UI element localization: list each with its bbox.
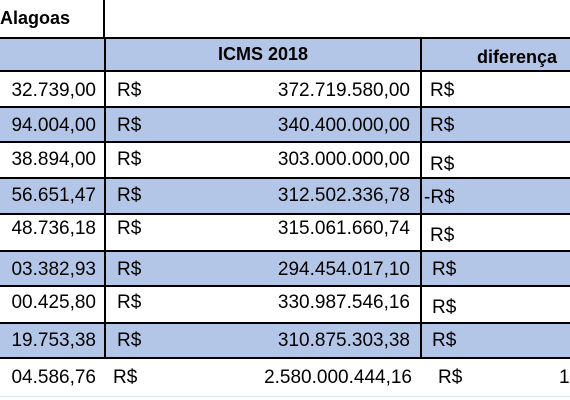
total-left-value[interactable]: 04.586,76 <box>11 367 96 388</box>
grid-line <box>0 37 570 39</box>
table-row: 48.736,18 R$ 315.061.660,74 R$ <box>0 214 570 251</box>
grid-line <box>103 0 105 37</box>
table-row: 94.004,00 R$ 340.400.000,00 R$ <box>0 107 570 142</box>
icms-value[interactable]: 340.400.000,00 <box>277 115 410 136</box>
icms-value[interactable]: 294.454.017,10 <box>277 259 410 280</box>
grid-line <box>420 38 422 358</box>
difference-currency[interactable]: R$ <box>430 80 455 101</box>
header-cell-left[interactable] <box>0 38 104 71</box>
grid-line <box>0 396 570 397</box>
table-row: 19.753,38 R$ 310.875.303,38 R$ <box>0 323 570 358</box>
icms-2018-header: ICMS 2018 <box>217 44 309 64</box>
header-row: ICMS 2018 diferença <box>0 38 570 71</box>
title-cell[interactable]: Alagoas <box>0 0 104 38</box>
currency-symbol[interactable]: R$ <box>117 115 142 136</box>
grid-line <box>0 322 570 324</box>
icms-value[interactable]: 330.987.546,16 <box>277 292 410 313</box>
left-value[interactable]: 38.894,00 <box>11 149 96 170</box>
grid-line <box>0 213 570 215</box>
total-difference-currency[interactable]: R$ <box>438 367 463 388</box>
difference-currency[interactable]: -R$ <box>424 187 455 208</box>
difference-currency[interactable]: R$ <box>432 259 457 280</box>
grid-line <box>0 177 570 179</box>
left-value[interactable]: 94.004,00 <box>11 115 96 136</box>
left-value[interactable]: 03.382,93 <box>11 259 96 280</box>
currency-symbol[interactable]: R$ <box>117 292 142 313</box>
left-value[interactable]: 32.739,00 <box>11 80 96 101</box>
table-row: 00.425,80 R$ 330.987.546,16 R$ <box>0 286 570 323</box>
icms-value[interactable]: 303.000.000,00 <box>277 149 410 170</box>
difference-header: diferença <box>477 47 558 67</box>
table-row: 32.739,00 R$ 372.719.580,00 R$ <box>0 71 570 107</box>
grid-line <box>0 70 570 72</box>
header-cell-difference[interactable]: diferença <box>422 38 570 71</box>
currency-symbol[interactable]: R$ <box>117 218 142 239</box>
left-value[interactable]: 19.753,38 <box>11 330 96 351</box>
difference-currency[interactable]: R$ <box>430 154 455 175</box>
grid-line <box>0 357 570 359</box>
table-row: 38.894,00 R$ 303.000.000,00 R$ <box>0 142 570 178</box>
header-cell-icms[interactable]: ICMS 2018 <box>104 38 422 71</box>
total-row: 04.586,76 R$ 2.580.000.444,16 R$ 1 <box>0 358 570 400</box>
total-difference-value[interactable]: 1 <box>559 367 570 388</box>
total-currency-symbol[interactable]: R$ <box>113 367 138 388</box>
difference-currency[interactable]: R$ <box>430 225 455 246</box>
total-icms-value[interactable]: 2.580.000.444,16 <box>264 367 412 388</box>
grid-line <box>0 285 570 287</box>
grid-line <box>0 250 570 252</box>
currency-symbol[interactable]: R$ <box>117 185 142 206</box>
difference-currency[interactable]: R$ <box>432 297 457 318</box>
currency-symbol[interactable]: R$ <box>117 330 142 351</box>
left-value[interactable]: 48.736,18 <box>11 218 96 239</box>
icms-value[interactable]: 312.502.336,78 <box>277 185 410 206</box>
grid-line <box>0 106 570 108</box>
icms-value[interactable]: 310.875.303,38 <box>277 330 410 351</box>
state-title: Alagoas <box>0 8 71 28</box>
title-row: Alagoas <box>0 0 570 38</box>
difference-currency[interactable]: R$ <box>432 330 457 351</box>
icms-value[interactable]: 315.061.660,74 <box>277 218 410 239</box>
empty-title-cell[interactable] <box>104 0 570 38</box>
currency-symbol[interactable]: R$ <box>117 80 142 101</box>
icms-value[interactable]: 372.719.580,00 <box>277 80 410 101</box>
currency-symbol[interactable]: R$ <box>117 259 142 280</box>
grid-line <box>104 38 106 358</box>
left-value[interactable]: 56.651,47 <box>11 185 96 206</box>
left-value[interactable]: 00.425,80 <box>11 292 96 313</box>
grid-line <box>0 141 570 143</box>
difference-currency[interactable]: R$ <box>430 115 455 136</box>
currency-symbol[interactable]: R$ <box>117 149 142 170</box>
table-row: 03.382,93 R$ 294.454.017,10 R$ <box>0 251 570 286</box>
table-row: 56.651,47 R$ 312.502.336,78 -R$ <box>0 178 570 214</box>
